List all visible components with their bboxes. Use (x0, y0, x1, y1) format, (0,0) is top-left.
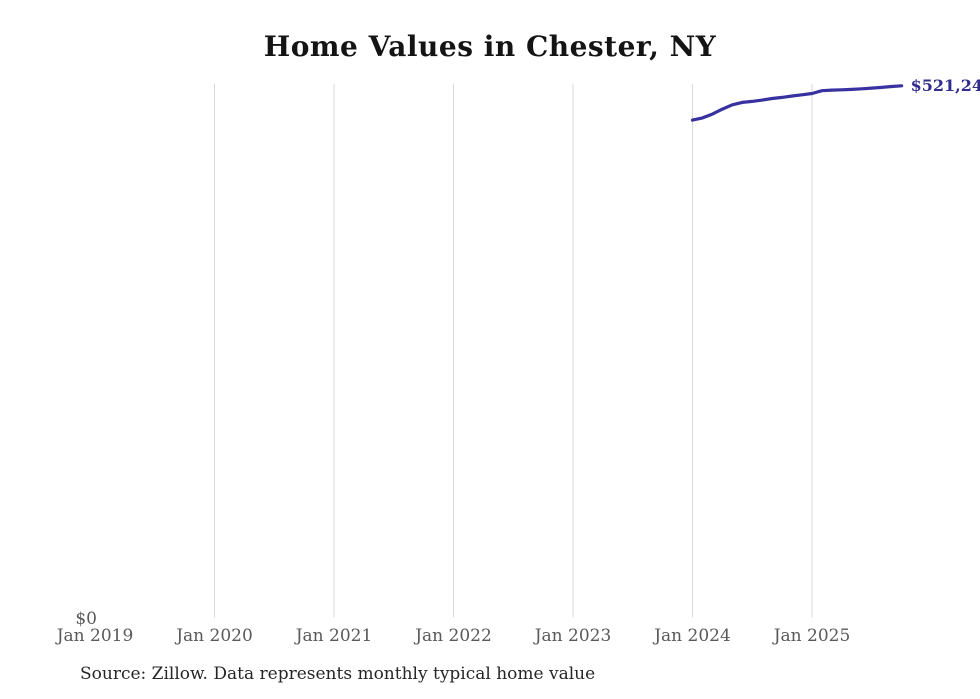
x-axis-tick-label: Jan 2021 (294, 626, 373, 646)
y-axis-zero-label: $0 (75, 609, 97, 629)
x-axis-tick-label: Jan 2024 (652, 626, 731, 646)
x-axis-tick-label: Jan 2020 (174, 626, 253, 646)
home-value-line (690, 84, 904, 122)
latest-value-label: $521,244 (911, 76, 980, 95)
x-axis-tick-label: Jan 2023 (533, 626, 612, 646)
x-axis-tick-label: Jan 2022 (413, 626, 492, 646)
source-note: Source: Zillow. Data represents monthly … (80, 664, 596, 684)
x-axis-tick-label: Jan 2019 (55, 626, 134, 646)
chart-title: Home Values in Chester, NY (263, 30, 717, 63)
x-axis-tick-label: Jan 2025 (772, 626, 851, 646)
